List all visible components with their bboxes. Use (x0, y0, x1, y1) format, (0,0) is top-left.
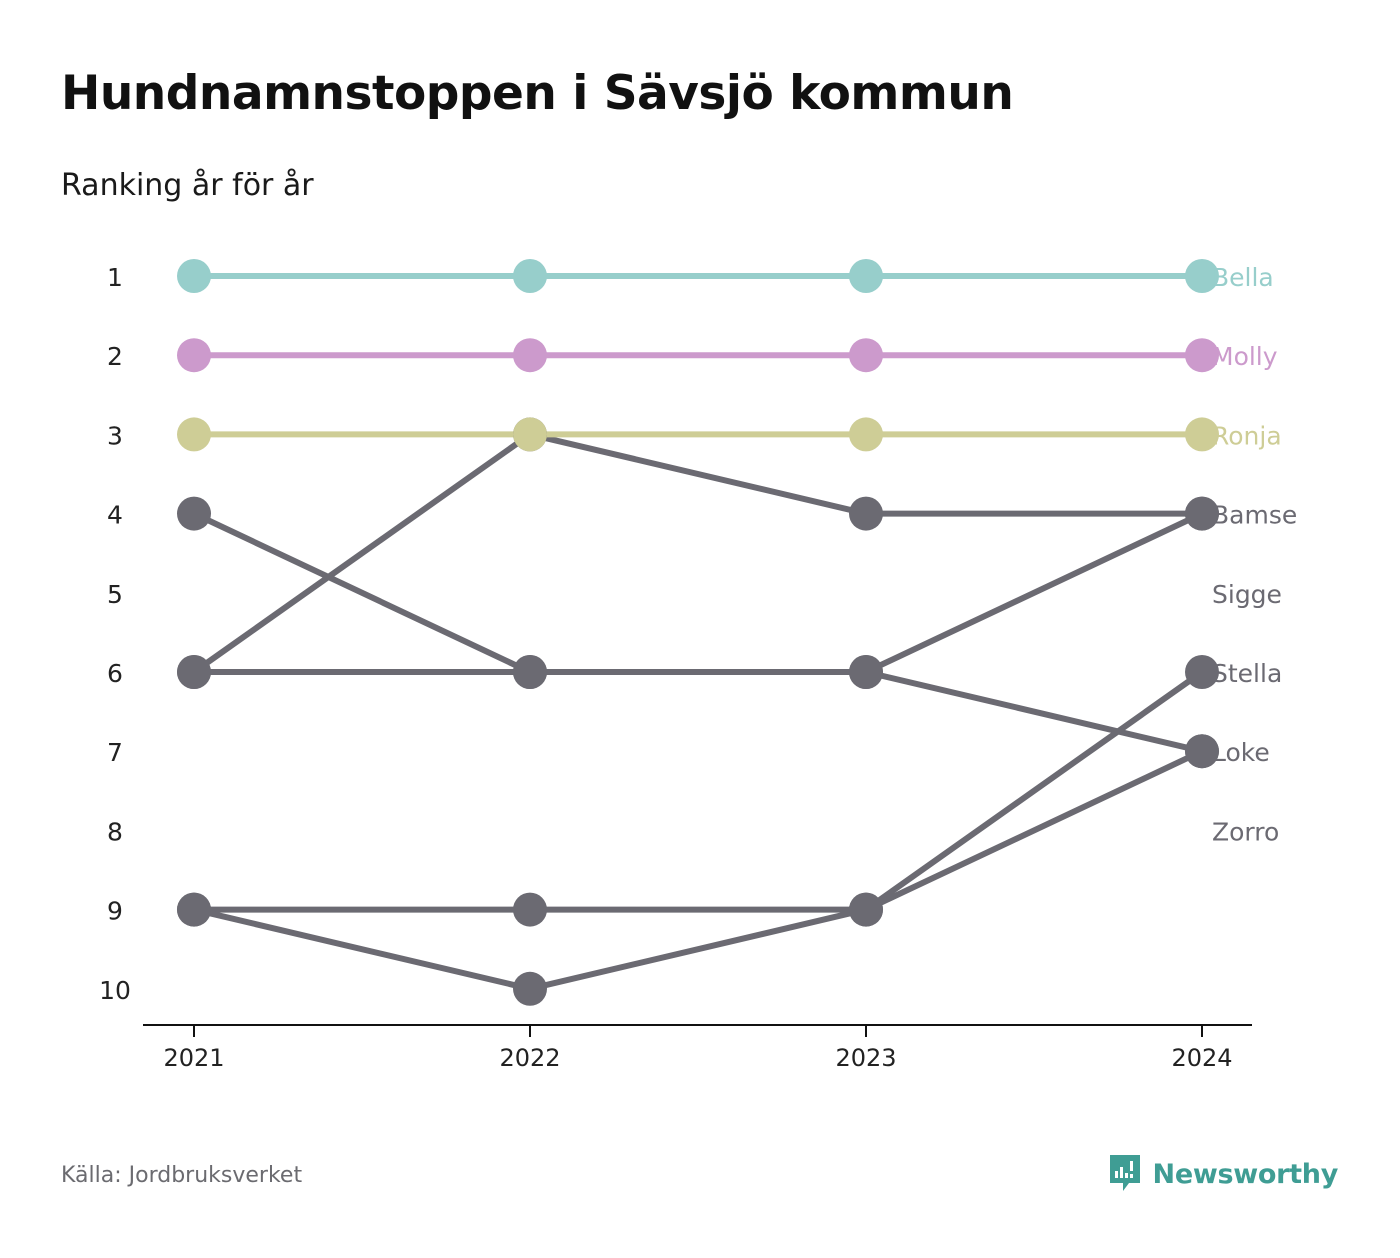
y-tick-label-5: 5 (107, 580, 123, 609)
point-ronja-2021 (177, 417, 211, 452)
source-note: Källa: Jordbruksverket (61, 1163, 303, 1188)
x-tick-label-2021: 2021 (163, 1044, 224, 1072)
point-extra-0-b (513, 655, 547, 689)
point-molly-2022 (513, 338, 547, 373)
series-label-ronja: Ronja (1212, 421, 1282, 450)
x-tick-label-2024: 2024 (1171, 1044, 1232, 1072)
line-segment-zorro (527, 906, 869, 992)
axes: 1 2 3 4 5 6 7 8 9 10 2021 2022 2023 2024 (99, 263, 1252, 1072)
point-loke-2021 (177, 496, 211, 531)
line-segment-zorro (191, 906, 533, 992)
line-segment-zorro (863, 748, 1205, 913)
point-bella-2023 (849, 259, 883, 293)
series-points (177, 259, 1219, 1006)
line-segment-stella (863, 669, 1205, 913)
series-label-bamse: Bamse (1212, 501, 1297, 530)
series-label-sigge: Sigge (1212, 580, 1282, 609)
brand-name: Newsworthy (1152, 1158, 1339, 1190)
series-lines (191, 273, 1205, 992)
point-bella-2024 (1185, 259, 1219, 293)
point-ronja-2023 (849, 417, 883, 452)
point-zorro-2021 (177, 892, 211, 927)
point-ronja-2024 (1185, 417, 1219, 452)
x-tick-label-2023: 2023 (835, 1044, 896, 1072)
series-labels: Bella Molly Ronja Bamse Sigge Stella Loke Zorro (1212, 263, 1297, 846)
point-stella-2024 (1185, 655, 1219, 689)
y-tick-label-9: 9 (107, 897, 123, 926)
point-extra-0-a (177, 655, 211, 689)
line-segment-bamse (191, 431, 533, 675)
point-extra-1-b (1185, 496, 1219, 531)
point-extra-1-a (849, 655, 883, 689)
y-tick-label-2: 2 (107, 342, 123, 371)
line-segment-bamse (527, 431, 869, 517)
series-label-zorro: Zorro (1212, 817, 1279, 846)
line-segment-loke (191, 510, 533, 675)
series-label-loke: Loke (1212, 738, 1270, 767)
point-bamse-2023 (849, 496, 883, 531)
y-tick-label-1: 1 (107, 263, 123, 292)
y-tick-label-6: 6 (107, 659, 123, 688)
y-tick-label-10: 10 (99, 976, 131, 1005)
point-molly-2021 (177, 338, 211, 373)
chart-title: Hundnamnstoppen i Sävsjö kommun (61, 66, 1014, 121)
series-label-bella: Bella (1212, 263, 1274, 292)
chart-subtitle: Ranking år för år (61, 168, 314, 203)
y-tick-label-4: 4 (107, 501, 123, 530)
newsworthy-logo-icon (1109, 1155, 1140, 1191)
point-zorro-2024 (1185, 734, 1219, 769)
series-label-molly: Molly (1212, 342, 1278, 371)
x-tick-label-2022: 2022 (499, 1044, 560, 1072)
y-tick-label-8: 8 (107, 817, 123, 846)
line-segment-extra-1 (863, 510, 1205, 675)
line-segment-loke (863, 669, 1205, 755)
point-zorro-2022 (513, 971, 547, 1006)
point-bella-2021 (177, 259, 211, 293)
series-label-stella: Stella (1212, 659, 1282, 688)
point-ronja-2022 (513, 417, 547, 452)
point-molly-2023 (849, 338, 883, 373)
y-tick-label-7: 7 (107, 738, 123, 767)
point-molly-2024 (1185, 338, 1219, 373)
point-zorro-2023 (849, 892, 883, 927)
brand-logo: Newsworthy (1107, 1153, 1338, 1195)
point-stella-2022 (513, 892, 547, 927)
point-bella-2022 (513, 259, 547, 293)
y-tick-label-3: 3 (107, 421, 123, 450)
